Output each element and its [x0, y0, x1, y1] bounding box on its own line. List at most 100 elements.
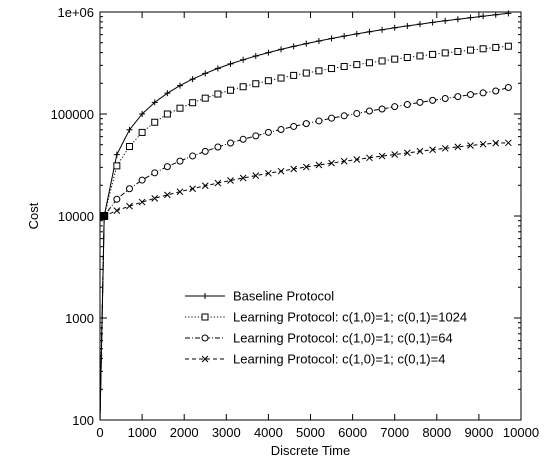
data-point-plus	[315, 37, 322, 44]
data-point-circle	[454, 93, 462, 101]
data-point-square	[264, 77, 272, 85]
data-point-circle	[277, 125, 285, 133]
data-point-plus	[303, 40, 310, 47]
x-tick-label: 2000	[170, 425, 199, 440]
data-point-cross	[290, 165, 298, 173]
data-point-cross	[151, 194, 159, 202]
data-point-circle	[201, 334, 209, 342]
series-line	[99, 87, 509, 421]
legend-entry: Learning Protocol: c(1,0)=1; c(0,1)=1024	[185, 310, 467, 325]
data-point-cross	[189, 185, 196, 193]
data-point-circle	[466, 91, 474, 99]
data-point-cross	[492, 139, 500, 147]
x-tick-label: 9000	[464, 425, 493, 440]
data-point-plus	[416, 21, 423, 28]
data-point-square	[391, 55, 399, 63]
data-point-cross	[265, 169, 272, 177]
data-point-cross	[441, 144, 449, 152]
data-point-cross	[302, 163, 310, 171]
series-layer	[99, 10, 512, 421]
legend-entry: Learning Protocol: c(1,0)=1; c(0,1)=4	[185, 352, 445, 367]
data-point-plus	[366, 28, 373, 35]
data-point-circle	[378, 105, 386, 113]
data-point-plus	[341, 33, 348, 40]
data-point-circle	[252, 132, 260, 140]
data-point-plus	[353, 30, 360, 37]
y-tick-label: 100	[72, 413, 94, 428]
x-tick-label: 3000	[212, 425, 241, 440]
data-point-circle	[441, 94, 449, 102]
x-tick-label: 6000	[338, 425, 367, 440]
data-point-square	[277, 74, 285, 82]
data-point-cross	[315, 161, 323, 169]
data-point-plus	[404, 22, 411, 29]
data-point-square	[365, 59, 373, 67]
series-line	[99, 12, 509, 421]
series-line	[99, 142, 509, 421]
x-tick-label: 8000	[422, 425, 451, 440]
data-point-circle	[163, 163, 171, 171]
data-point-square	[239, 83, 247, 91]
data-point-circle	[504, 83, 512, 91]
data-point-square	[290, 71, 298, 79]
data-point-cross	[378, 152, 386, 160]
data-point-square	[176, 104, 184, 112]
data-point-plus	[265, 49, 272, 56]
x-axis-label: Discrete Time	[271, 443, 350, 458]
data-point-cross	[328, 159, 335, 167]
data-point-plus	[151, 99, 158, 106]
data-point-cross	[391, 151, 399, 158]
y-axis-label: Cost	[26, 202, 41, 229]
data-point-square	[504, 42, 512, 50]
data-point-plus	[467, 14, 474, 21]
data-point-plus	[164, 90, 171, 97]
data-point-cross	[239, 174, 247, 182]
data-point-circle	[189, 152, 197, 160]
data-point-square	[125, 143, 133, 151]
legend-label: Learning Protocol: c(1,0)=1; c(0,1)=1024	[233, 310, 467, 325]
data-point-square	[252, 80, 260, 88]
x-tick-label: 10000	[503, 425, 539, 440]
legend-label: Learning Protocol: c(1,0)=1; c(0,1)=64	[233, 331, 453, 346]
data-point-cross	[227, 177, 234, 184]
data-point-square	[429, 50, 437, 58]
y-tick-label: 1000	[65, 311, 94, 326]
data-point-plus	[189, 76, 196, 83]
data-point-square	[441, 49, 449, 57]
data-point-cross	[214, 179, 222, 187]
data-point-cross	[138, 198, 146, 206]
data-point-square	[416, 52, 424, 60]
data-point-square	[138, 128, 146, 136]
x-tick-label: 7000	[380, 425, 409, 440]
data-point-plus	[240, 56, 247, 63]
data-point-plus	[480, 13, 487, 20]
series-3	[99, 83, 512, 421]
data-point-cross	[479, 140, 487, 148]
data-point-plus	[290, 43, 297, 50]
data-point-cross	[164, 191, 171, 199]
data-point-plus	[379, 26, 386, 33]
data-point-square	[353, 61, 361, 69]
data-point-plus	[227, 60, 234, 67]
data-point-circle	[290, 122, 298, 130]
data-point-square	[214, 90, 222, 98]
data-point-square	[403, 54, 411, 62]
data-point-square	[466, 46, 474, 54]
data-point-cross	[126, 202, 133, 210]
data-point-circle	[315, 117, 323, 125]
y-tick-label: 10000	[58, 209, 94, 224]
y-tick-label: 1e+06	[57, 5, 94, 20]
data-point-cross	[277, 167, 285, 175]
data-point-cross	[201, 355, 209, 363]
data-point-square	[378, 57, 386, 65]
data-point-plus	[214, 65, 221, 72]
data-point-cross	[467, 142, 474, 149]
data-point-cross	[454, 143, 462, 151]
data-point-circle	[214, 143, 222, 151]
y-tick-label: 100000	[51, 107, 94, 122]
series-1	[99, 10, 512, 421]
data-point-circle	[113, 195, 121, 203]
data-point-cross	[353, 156, 361, 163]
